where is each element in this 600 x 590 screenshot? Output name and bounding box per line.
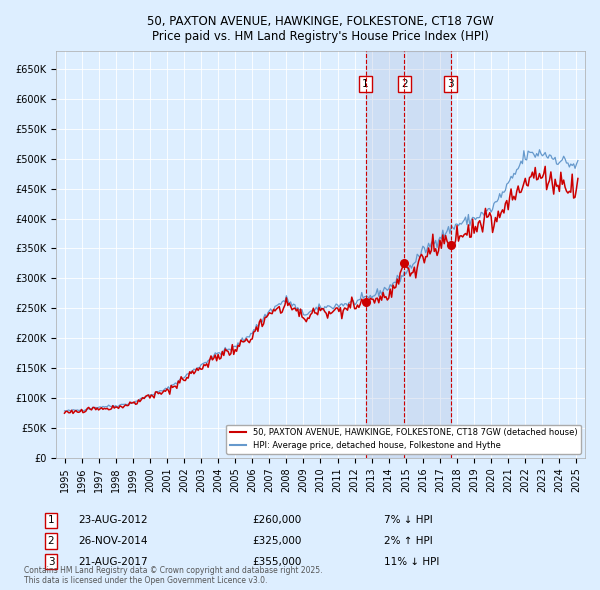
Bar	[365, 51, 451, 458]
Title: 50, PAXTON AVENUE, HAWKINGE, FOLKESTONE, CT18 7GW
Price paid vs. HM Land Registr: 50, PAXTON AVENUE, HAWKINGE, FOLKESTONE,…	[147, 15, 494, 43]
Text: 21-AUG-2017: 21-AUG-2017	[78, 557, 148, 566]
Legend: 50, PAXTON AVENUE, HAWKINGE, FOLKESTONE, CT18 7GW (detached house), HPI: Average: 50, PAXTON AVENUE, HAWKINGE, FOLKESTONE,…	[226, 425, 581, 454]
Text: 2: 2	[47, 536, 55, 546]
Text: £260,000: £260,000	[252, 516, 301, 525]
Text: 3: 3	[448, 79, 454, 89]
Text: 23-AUG-2012: 23-AUG-2012	[78, 516, 148, 525]
Text: 26-NOV-2014: 26-NOV-2014	[78, 536, 148, 546]
Text: 7% ↓ HPI: 7% ↓ HPI	[384, 516, 433, 525]
Text: 3: 3	[47, 557, 55, 566]
Text: 1: 1	[47, 516, 55, 525]
Text: 1: 1	[362, 79, 369, 89]
Text: £325,000: £325,000	[252, 536, 301, 546]
Text: 2: 2	[401, 79, 407, 89]
Text: Contains HM Land Registry data © Crown copyright and database right 2025.
This d: Contains HM Land Registry data © Crown c…	[24, 566, 323, 585]
Text: £355,000: £355,000	[252, 557, 301, 566]
Text: 11% ↓ HPI: 11% ↓ HPI	[384, 557, 439, 566]
Text: 2% ↑ HPI: 2% ↑ HPI	[384, 536, 433, 546]
